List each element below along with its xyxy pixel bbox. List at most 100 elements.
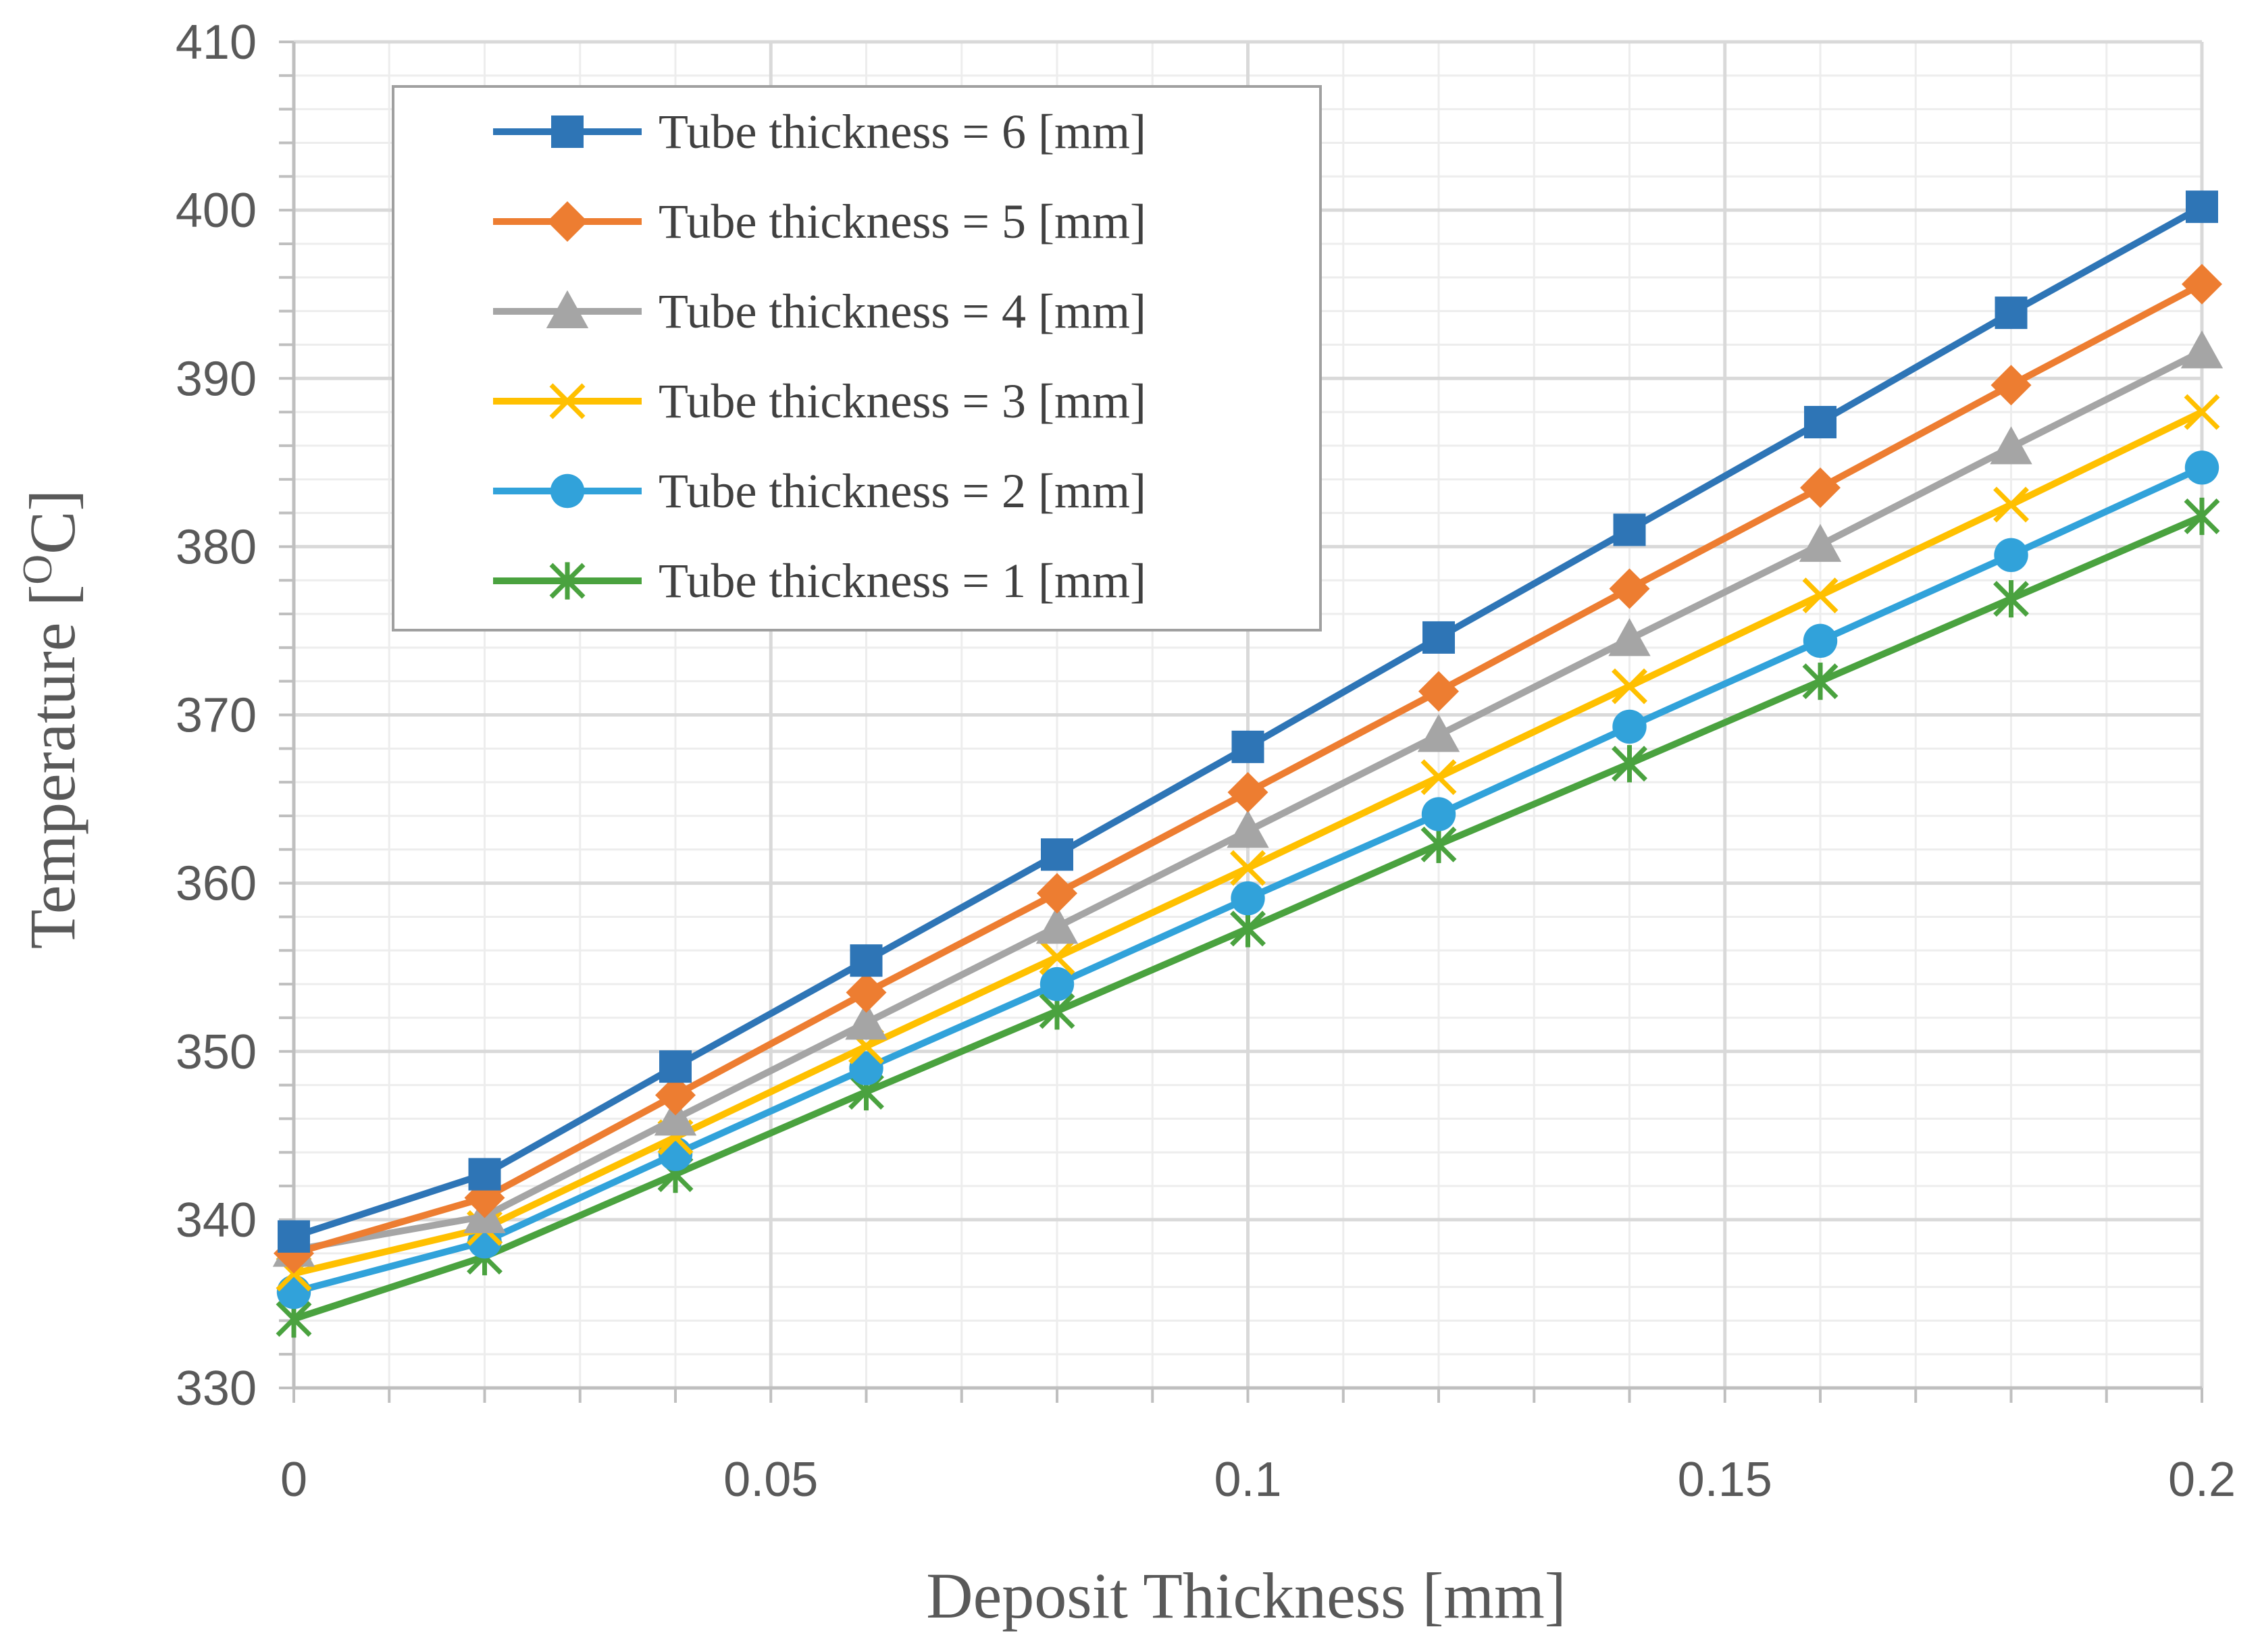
legend-box bbox=[392, 85, 1322, 631]
data-point bbox=[1994, 538, 2028, 573]
y-tick-label: 410 bbox=[176, 16, 257, 70]
legend-entry: Tube thickness = 4 [mm] bbox=[493, 284, 1146, 338]
data-point bbox=[2184, 450, 2219, 485]
y-tick-label: 360 bbox=[176, 857, 257, 911]
data-point bbox=[1227, 772, 1268, 813]
legend-label: Tube thickness = 4 [mm] bbox=[659, 284, 1146, 338]
data-point bbox=[1230, 850, 1266, 886]
data-point bbox=[1609, 568, 1650, 609]
y-axis-title-end: C] bbox=[16, 490, 88, 554]
series bbox=[278, 190, 2218, 1253]
legend-label: Tube thickness = 1 [mm] bbox=[659, 554, 1146, 608]
data-point bbox=[1613, 513, 1646, 546]
x-axis-tick-labels: 0 0.05 0.1 0.15 0.2 bbox=[280, 1453, 2236, 1507]
data-point bbox=[1421, 797, 1456, 831]
legend-entry: Tube thickness = 5 [mm] bbox=[493, 195, 1146, 249]
data-point bbox=[1041, 838, 1073, 871]
y-axis-tick-labels: 330 340 350 360 370 380 390 400 410 bbox=[176, 16, 257, 1416]
series bbox=[276, 497, 2220, 1338]
y-axis-title: Temperature [OC] bbox=[15, 490, 88, 949]
data-point bbox=[1990, 426, 2032, 465]
legend-marker bbox=[546, 290, 589, 328]
data-point bbox=[2184, 497, 2220, 536]
legend-entry: Tube thickness = 6 [mm] bbox=[493, 105, 1146, 159]
data-point bbox=[845, 1002, 888, 1040]
data-point bbox=[1227, 810, 1269, 848]
y-tick-label: 370 bbox=[176, 689, 257, 743]
data-point bbox=[1995, 296, 2028, 330]
data-point bbox=[846, 972, 887, 1013]
data-point bbox=[276, 1274, 311, 1310]
legend-entry: Tube thickness = 3 [mm] bbox=[493, 374, 1146, 428]
data-point bbox=[1420, 825, 1457, 863]
y-tick-label: 380 bbox=[176, 520, 257, 574]
y-tick-label: 340 bbox=[176, 1193, 257, 1247]
data-point bbox=[1417, 714, 1460, 752]
legend-entries: Tube thickness = 6 [mm] Tube thickness = … bbox=[493, 105, 1146, 608]
data-point bbox=[1800, 467, 1841, 509]
y-axis-title-main: Temperature [ bbox=[16, 585, 88, 950]
legend-marker bbox=[549, 383, 586, 419]
data-point bbox=[1802, 663, 1839, 700]
legend-marker bbox=[547, 201, 588, 242]
data-point bbox=[1039, 966, 1075, 1002]
data-point bbox=[2180, 330, 2224, 369]
data-point bbox=[1803, 623, 1838, 659]
legend-marker bbox=[551, 115, 584, 148]
legend-label: Tube thickness = 2 [mm] bbox=[659, 464, 1146, 518]
legend-label: Tube thickness = 5 [mm] bbox=[659, 195, 1146, 249]
data-point bbox=[1993, 580, 2029, 618]
x-tick-label: 0.2 bbox=[2168, 1453, 2236, 1507]
data-point bbox=[468, 1158, 501, 1191]
data-point bbox=[278, 1220, 310, 1253]
y-axis-title-superscript: O bbox=[15, 554, 61, 585]
data-point bbox=[2182, 263, 2222, 305]
x-tick-label: 0 bbox=[280, 1453, 307, 1507]
data-point bbox=[654, 1098, 697, 1136]
data-point bbox=[1612, 745, 1647, 783]
axes bbox=[279, 41, 2203, 1403]
x-tick-label: 0.15 bbox=[1678, 1453, 1772, 1507]
data-point bbox=[1420, 759, 1457, 796]
y-tick-label: 350 bbox=[176, 1025, 257, 1079]
data-point bbox=[1804, 406, 1837, 439]
data-point bbox=[1039, 939, 1075, 975]
data-point bbox=[659, 1050, 692, 1083]
data-point bbox=[2184, 394, 2220, 430]
data-point bbox=[655, 1075, 696, 1116]
x-axis-title: Deposit Thickness [mm] bbox=[926, 1559, 1566, 1632]
y-tick-label: 330 bbox=[176, 1362, 257, 1416]
x-tick-label: 0.1 bbox=[1214, 1453, 1281, 1507]
y-tick-label: 400 bbox=[176, 184, 257, 238]
x-tick-label: 0.05 bbox=[723, 1453, 818, 1507]
data-point bbox=[1799, 523, 1842, 562]
y-tick-label: 390 bbox=[176, 352, 257, 406]
data-point bbox=[1802, 577, 1839, 614]
series-layer bbox=[272, 190, 2224, 1338]
data-point bbox=[2186, 190, 2218, 224]
legend-entry: Tube thickness = 2 [mm] bbox=[493, 464, 1146, 518]
data-point bbox=[1422, 621, 1455, 654]
data-point bbox=[1612, 709, 1647, 744]
data-point bbox=[1037, 873, 1077, 914]
legend-entry: Tube thickness = 1 [mm] bbox=[493, 554, 1146, 608]
legend: Tube thickness = 6 [mm] Tube thickness = … bbox=[392, 85, 1322, 631]
data-point bbox=[849, 1051, 883, 1085]
data-point bbox=[850, 944, 883, 977]
data-point bbox=[1418, 671, 1459, 712]
legend-label: Tube thickness = 3 [mm] bbox=[659, 374, 1146, 428]
legend-label: Tube thickness = 6 [mm] bbox=[659, 105, 1146, 159]
data-point bbox=[1993, 486, 2029, 523]
data-point bbox=[1612, 668, 1647, 704]
legend-marker bbox=[550, 473, 585, 509]
data-point bbox=[1608, 618, 1651, 656]
data-point bbox=[1035, 906, 1079, 944]
data-point bbox=[1231, 881, 1265, 916]
data-point bbox=[1231, 730, 1264, 763]
data-point bbox=[1230, 910, 1266, 948]
series bbox=[274, 263, 2222, 1274]
legend-marker bbox=[549, 562, 586, 600]
data-point bbox=[1991, 365, 2032, 406]
